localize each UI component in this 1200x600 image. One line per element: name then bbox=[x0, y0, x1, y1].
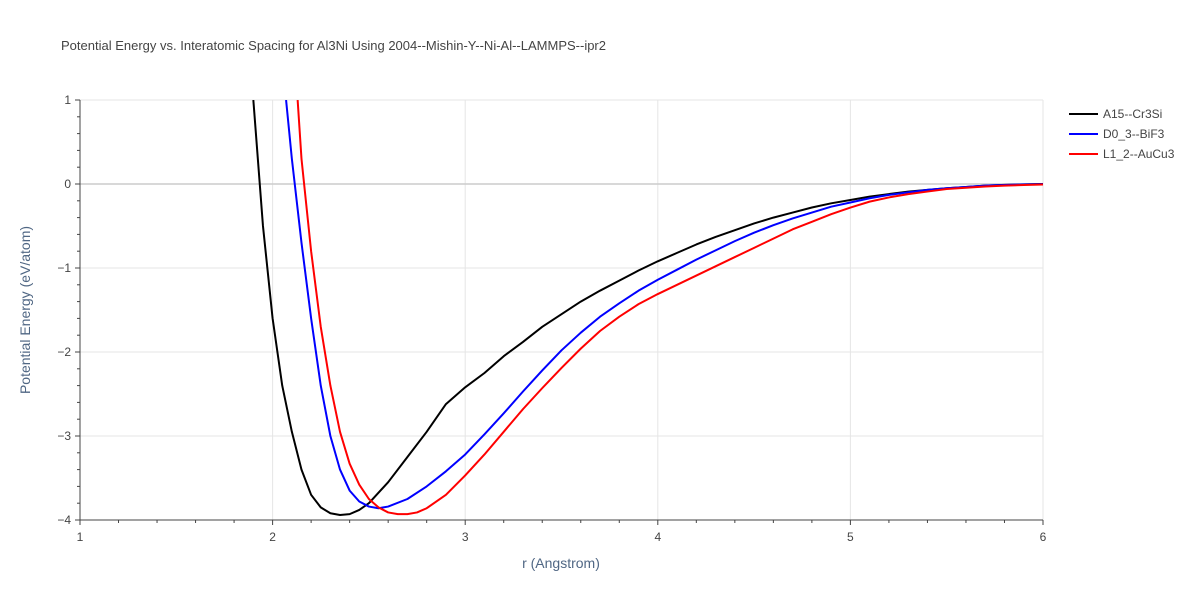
y-axis-title: Potential Energy (eV/atom) bbox=[17, 226, 33, 394]
legend-label: D0_3--BiF3 bbox=[1103, 127, 1165, 141]
y-tick-label: 1 bbox=[64, 93, 71, 107]
x-tick-label: 6 bbox=[1040, 530, 1047, 544]
x-tick-label: 4 bbox=[654, 530, 661, 544]
plot-area bbox=[252, 100, 1043, 516]
chart-title: Potential Energy vs. Interatomic Spacing… bbox=[61, 38, 606, 53]
grid bbox=[80, 99, 1044, 520]
x-tick-label: 3 bbox=[462, 530, 469, 544]
y-tick-label: −1 bbox=[57, 261, 71, 275]
legend-item[interactable]: A15--Cr3Si bbox=[1069, 107, 1162, 121]
legend[interactable]: A15--Cr3Si D0_3--BiF3 L1_2--AuCu3 bbox=[1069, 107, 1175, 161]
series-group bbox=[252, 100, 1043, 516]
legend-item[interactable]: L1_2--AuCu3 bbox=[1069, 147, 1175, 161]
y-tick-label: −4 bbox=[57, 513, 71, 527]
y-tick-label: −3 bbox=[57, 429, 71, 443]
legend-label: A15--Cr3Si bbox=[1103, 107, 1162, 121]
axes: 1 2 3 4 5 6 1 0 −1 −2 −3 −4 bbox=[57, 93, 1046, 544]
series-line-d0-3-bif3[interactable] bbox=[285, 100, 1043, 510]
y-tick-label: 0 bbox=[64, 177, 71, 191]
legend-label: L1_2--AuCu3 bbox=[1103, 147, 1175, 161]
x-tick-label: 2 bbox=[269, 530, 276, 544]
series-line-l1-2-aucu3[interactable] bbox=[296, 100, 1043, 516]
x-tick-label: 5 bbox=[847, 530, 854, 544]
x-tick-label: 1 bbox=[77, 530, 84, 544]
legend-item[interactable]: D0_3--BiF3 bbox=[1069, 127, 1165, 141]
y-tick-label: −2 bbox=[57, 345, 71, 359]
x-axis-title: r (Angstrom) bbox=[522, 555, 600, 571]
